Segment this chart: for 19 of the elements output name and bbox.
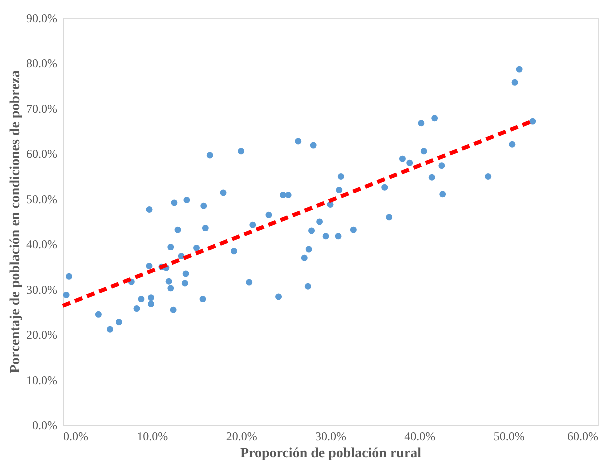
y-tick-label: 50.0% — [26, 192, 58, 206]
x-tick-label: 0.0% — [64, 430, 88, 444]
x-tick-label: 50.0% — [494, 430, 525, 444]
y-tick-label: 40.0% — [26, 238, 58, 252]
x-tick-label: 30.0% — [316, 430, 346, 444]
y-tick-label: 10.0% — [26, 373, 58, 388]
y-tick-label: 60.0% — [26, 147, 58, 162]
y-tick-label: 90.0% — [26, 12, 58, 26]
x-axis-title: Proporción de población rural — [240, 446, 422, 462]
y-tick-label: 30.0% — [26, 282, 58, 297]
y-tick-label: 20.0% — [26, 328, 58, 342]
x-tick-label: 60.0% — [568, 430, 598, 444]
y-tick-label: 70.0% — [26, 102, 58, 116]
y-tick-label: 80.0% — [26, 56, 58, 71]
x-tick-label: 20.0% — [226, 430, 258, 444]
y-axis-title: Porcentaje de población en condiciones de pobreza — [8, 70, 24, 374]
x-tick-label: 10.0% — [137, 430, 168, 444]
y-tick-label: 0.0% — [32, 418, 58, 432]
x-tick-label: 40.0% — [404, 430, 436, 444]
